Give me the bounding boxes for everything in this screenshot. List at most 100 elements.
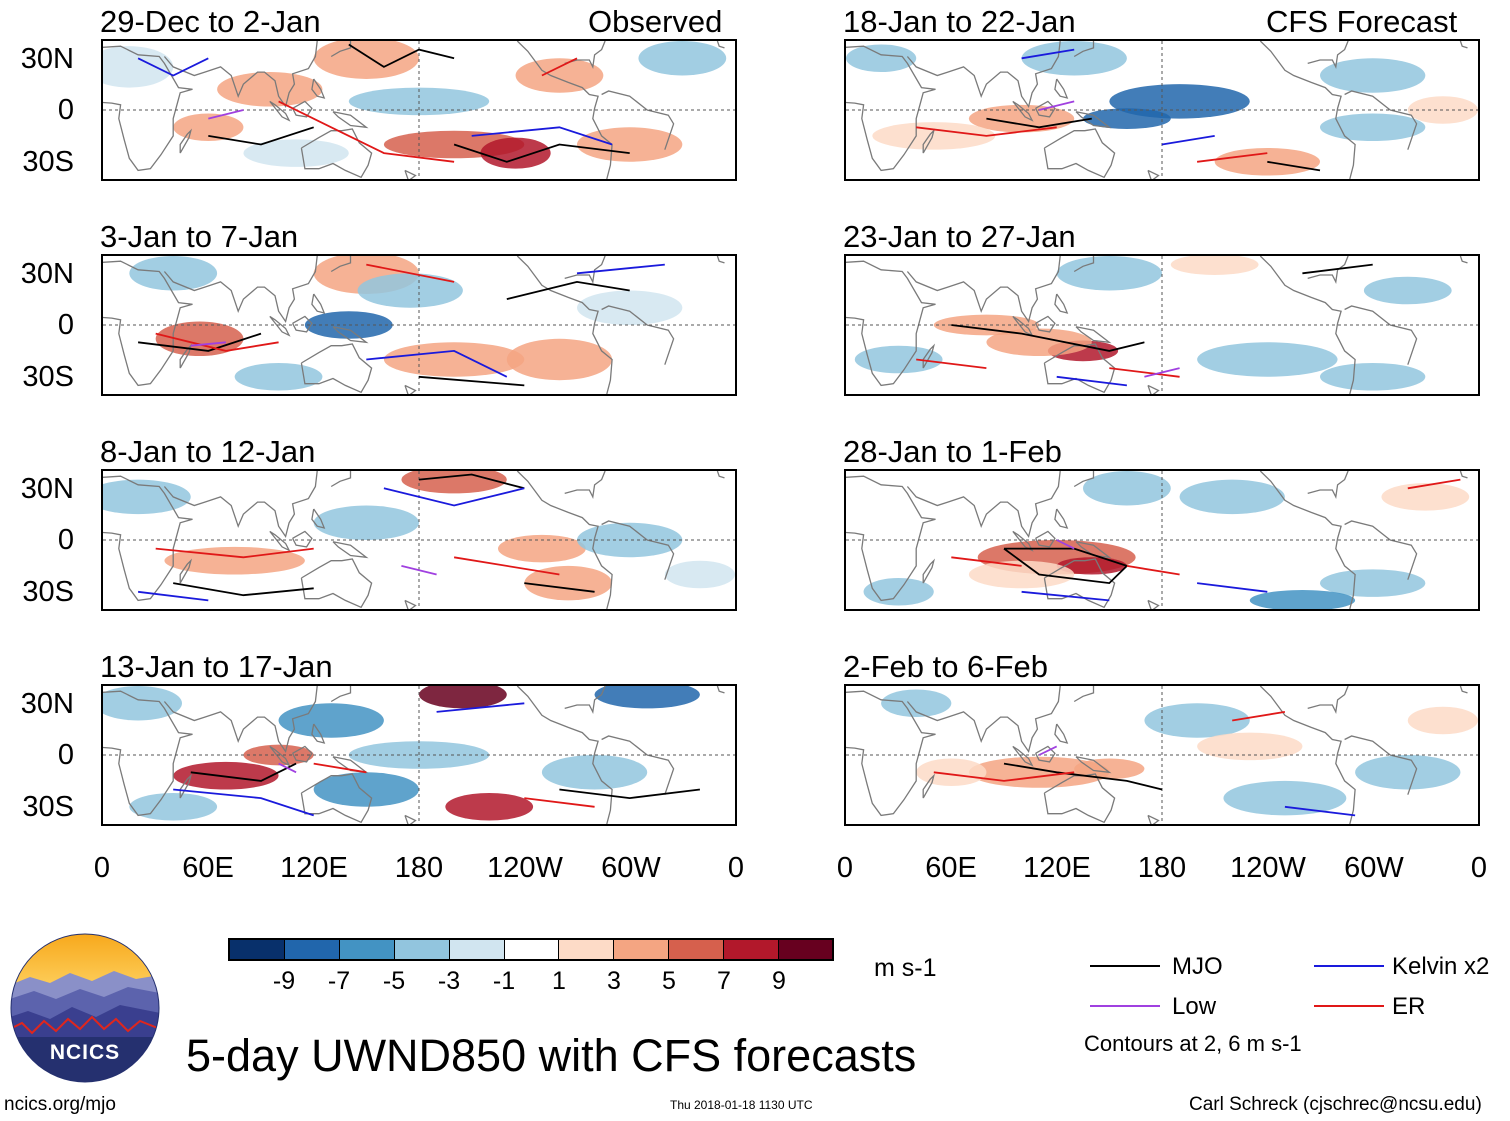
er-contour: [916, 126, 1057, 137]
er-contour: [278, 100, 455, 163]
panel-title-0: 29-Dec to 2-Jan: [100, 4, 321, 39]
wind-anomaly-patch: [129, 256, 218, 291]
coastline: [1012, 100, 1034, 122]
source-url[interactable]: ncics.org/mjo: [4, 1094, 116, 1115]
colorbar-frame: [228, 938, 834, 961]
coastline: [269, 745, 291, 767]
xlabel-0-end: 0: [727, 852, 745, 884]
coastline: [332, 111, 369, 129]
wind-anomaly-patch: [1197, 342, 1338, 377]
coastline: [292, 745, 313, 763]
kelvin-contour: [436, 702, 525, 713]
ylabel-eq: 0: [57, 524, 74, 556]
coastline: [300, 558, 373, 609]
coastline: [1259, 256, 1356, 394]
coastline: [564, 471, 606, 500]
wind-anomaly-patch: [103, 686, 182, 721]
wind-anomaly-patch: [968, 560, 1075, 589]
ylabel-30n: 30N: [20, 688, 74, 720]
mjo-contour: [559, 788, 701, 800]
coastline: [269, 315, 291, 337]
wind-anomaly-patch: [1320, 113, 1426, 142]
colorbar-cell: [723, 938, 779, 961]
coastline: [179, 128, 193, 154]
map-panel-4: [844, 39, 1480, 181]
coastline: [1035, 530, 1056, 548]
coastline: [179, 343, 193, 369]
er-contour: [453, 556, 560, 576]
map-panel-1: [101, 254, 737, 396]
coastline: [1054, 508, 1069, 529]
wind-anomaly-patch: [304, 311, 393, 339]
coastline: [906, 686, 1061, 754]
wind-anomaly-patch: [664, 560, 735, 589]
er-contour: [313, 762, 367, 774]
mjo-contour: [190, 762, 297, 782]
wind-anomaly-patch: [1320, 569, 1426, 597]
wind-anomaly-patch: [103, 479, 191, 515]
coastline: [1344, 90, 1418, 150]
coastline: [1075, 541, 1112, 559]
coastline: [1344, 735, 1418, 795]
mjo-contour: [173, 582, 314, 597]
xlabel-180: 180: [1137, 852, 1187, 884]
coastline: [330, 686, 352, 703]
xlabel-0-end: 0: [1470, 852, 1488, 884]
coastline: [906, 256, 1061, 324]
coastline: [311, 293, 326, 314]
wind-anomaly-patch: [498, 534, 586, 563]
kelvin-contour: [576, 263, 665, 275]
xlabel-0: 0: [836, 852, 854, 884]
xlabel-60e: 60E: [925, 852, 977, 884]
wind-anomaly-patch: [480, 137, 551, 169]
coastline: [311, 723, 326, 744]
coastline: [300, 128, 373, 179]
xlabel-120w: 120W: [1230, 852, 1306, 884]
colorbar-cell: [393, 938, 450, 961]
wind-anomaly-patch: [506, 338, 613, 381]
coastline: [1147, 169, 1160, 179]
wind-anomaly-patch: [419, 686, 507, 709]
coastline: [404, 384, 417, 394]
coastline: [269, 100, 291, 122]
coastline: [1054, 78, 1069, 99]
coastline: [516, 686, 613, 824]
coastline: [846, 475, 936, 602]
wind-anomaly-patch: [1223, 780, 1347, 816]
colorbar-tick: -7: [327, 967, 351, 995]
coastline: [1043, 773, 1116, 824]
xlabel-120w: 120W: [487, 852, 563, 884]
coastline: [1073, 256, 1095, 273]
coastline: [922, 128, 936, 154]
coastline: [1073, 471, 1095, 488]
ylabel-30n: 30N: [20, 473, 74, 505]
ylabel-30s: 30S: [22, 791, 74, 823]
colorbar-cell: [558, 938, 614, 961]
colorbar-tick: 9: [772, 967, 786, 995]
author-credit: Carl Schreck (cjschrec@ncsu.edu): [1189, 1094, 1482, 1115]
er-contour: [951, 556, 1022, 567]
map-svg: [103, 471, 735, 609]
kelvin-contour: [1021, 48, 1075, 60]
coastline: [163, 471, 318, 539]
low-contour: [1038, 745, 1058, 756]
wind-anomaly-patch: [986, 328, 1092, 357]
kelvin-contour: [366, 349, 508, 378]
er-contour: [933, 771, 1075, 782]
legend-line-kelvin: [1314, 965, 1384, 967]
wind-anomaly-patch: [1179, 479, 1285, 515]
map-svg: [846, 41, 1478, 179]
coastline: [1459, 41, 1468, 49]
coastline: [922, 773, 936, 799]
coastline: [330, 41, 352, 58]
er-contour: [1232, 711, 1286, 722]
panel-title-1: 3-Jan to 7-Jan: [100, 219, 299, 254]
kelvin-contour: [1196, 582, 1268, 593]
mjo-contour: [453, 143, 630, 163]
mjo-contour: [524, 582, 595, 593]
mjo-contour: [1003, 547, 1129, 585]
coastline: [404, 169, 417, 179]
coastline: [1459, 256, 1468, 264]
colorbar-cell: [503, 938, 559, 961]
kelvin-contour: [1161, 135, 1215, 146]
